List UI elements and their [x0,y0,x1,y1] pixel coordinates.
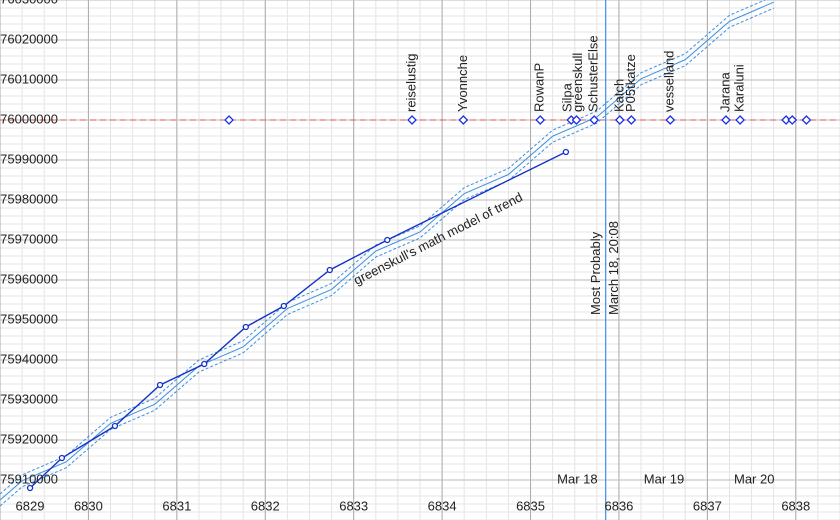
x-tick-label: 6832 [251,498,280,513]
data-point [242,323,249,331]
y-tick-label: 75970000 [0,231,58,246]
guess-marker [571,115,582,125]
x-tick-label: 6838 [781,498,810,513]
guess-marker [458,115,469,125]
day-label: Mar 20 [734,471,774,486]
guess-name: P05tkatze [623,54,638,112]
data-point [326,266,333,274]
y-tick-label: 76030000 [0,0,58,6]
guess-marker [721,115,731,125]
guess-name: SchusterElse [586,35,601,112]
data-point [58,454,66,462]
x-tick-label: 6831 [162,498,191,513]
data-point [384,236,391,244]
x-tick-label: 6833 [339,498,368,513]
guess-name: Katch [611,79,626,112]
guess-marker [626,115,637,125]
guess-name: Silpa [560,82,575,112]
guess-name: vesselland [662,51,677,112]
y-tick-label: 75990000 [0,151,58,166]
x-tick-label: 6829 [16,498,45,513]
series-line [0,0,767,495]
data-point [156,381,164,389]
guess-marker [224,115,234,125]
guess-marker [614,115,625,125]
data-point [111,422,119,430]
data-point [280,302,287,310]
x-tick-label: 6836 [604,498,633,513]
y-tick-label: 75940000 [0,351,58,366]
series-line [0,7,774,507]
data-point [201,360,208,368]
x-tick-label: 6837 [693,498,722,513]
guess-marker [589,115,600,125]
guess-marker [801,115,812,125]
y-tick-label: 75930000 [0,391,58,406]
guess-marker [787,115,798,125]
guess-name: Jarana [717,71,732,112]
y-tick-label: 75960000 [0,271,58,286]
y-tick-label: 75920000 [0,431,58,446]
x-tick-label: 6834 [428,498,457,513]
y-tick-label: 76000000 [0,111,58,126]
guess-marker [535,115,546,125]
guess-marker [665,115,676,125]
y-tick-label: 75950000 [0,311,58,326]
x-tick-label: 6835 [516,498,545,513]
y-tick-label: 76010000 [0,71,58,86]
trend-label: greenskull's math model of trend [351,189,525,287]
x-tick-label: 6830 [74,498,103,513]
guess-name: RowanP [532,63,547,112]
prediction-date: March 18, 20:08 [606,221,621,315]
series-line [29,151,567,489]
y-tick-label: 76020000 [0,31,58,46]
guess-name: reiselustig [403,53,418,112]
day-label: Mar 18 [557,471,597,486]
guess-marker [735,115,746,125]
guess-name: Yvonnche [455,55,470,112]
prediction-label: Most Probably [588,231,603,315]
guess-name: greenskull [570,53,585,112]
guess-marker [407,115,417,125]
day-label: Mar 19 [644,471,684,486]
data-point [26,484,34,492]
y-tick-label: 75980000 [0,191,58,206]
guess-name: Karaluni [732,64,747,112]
y-tick-label: 75910000 [0,471,58,486]
series-line [0,1,774,501]
data-point [562,148,570,156]
